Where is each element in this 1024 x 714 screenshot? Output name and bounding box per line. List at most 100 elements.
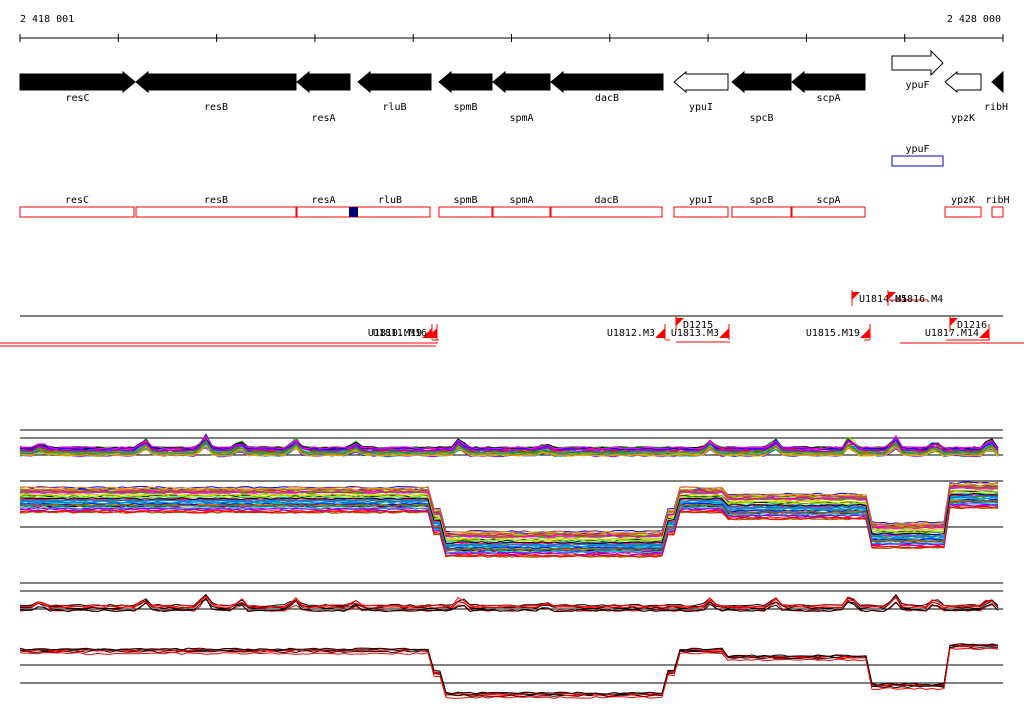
- transcript-marker[interactable]: [888, 292, 896, 300]
- annotation-label-scpA: scpA: [816, 195, 840, 206]
- profile-line: [19, 434, 999, 450]
- transcript-marker[interactable]: [979, 328, 989, 338]
- annotation-box-rluB[interactable]: [349, 206, 431, 218]
- annotation-box-spmA[interactable]: [492, 206, 551, 218]
- transcript-label: U1811.M16: [373, 328, 427, 339]
- gene-label-rluB: rluB: [382, 102, 406, 113]
- gene-label-ypzK: ypzK: [951, 113, 975, 124]
- profile-line: [19, 505, 999, 558]
- gene-arrow-ribH[interactable]: [991, 70, 1004, 94]
- gene-arrow-resC[interactable]: [19, 70, 136, 94]
- profile-line: [19, 491, 999, 543]
- annotation-label-ypuI: ypuI: [689, 195, 713, 206]
- annotation-box-ypuI[interactable]: [673, 206, 729, 218]
- annotation-label-ribH: ribH: [985, 195, 1009, 206]
- annotation-box-ribH[interactable]: [991, 206, 1004, 218]
- profile-line: [19, 499, 999, 551]
- gene-label-resC: resC: [65, 93, 89, 104]
- annotation-label-resB: resB: [204, 195, 228, 206]
- transcript-label: U1814.M5: [859, 294, 907, 305]
- gene-arrow-ypuF[interactable]: [891, 49, 944, 77]
- gene-arrow-rluB[interactable]: [357, 70, 432, 94]
- start-coordinate: 2 418 001: [20, 14, 74, 25]
- annotation-label-resA: resA: [311, 195, 335, 206]
- profile-line: [19, 485, 999, 537]
- gene-arrow-spmA[interactable]: [492, 70, 551, 94]
- transcript-marker[interactable]: [676, 318, 684, 326]
- transcript-marker[interactable]: [860, 328, 870, 338]
- transcript-marker[interactable]: [427, 328, 437, 338]
- gene-arrow-ypzK[interactable]: [944, 70, 982, 94]
- annotation-box-ypzK[interactable]: [944, 206, 982, 218]
- profile-line: [20, 595, 999, 609]
- gene-label-scpA: scpA: [816, 93, 840, 104]
- transcript-label: U1817.M14: [925, 328, 979, 339]
- profile-line: [19, 484, 999, 536]
- annotation-box-scpA[interactable]: [791, 206, 866, 218]
- gene-arrow-ypuI[interactable]: [673, 70, 729, 94]
- annotation-marker: [349, 207, 358, 217]
- annotation-label-resC: resC: [65, 195, 89, 206]
- profile-line: [19, 595, 999, 608]
- gene-label-spmA: spmA: [509, 113, 533, 124]
- gene-arrow-resB[interactable]: [135, 70, 297, 94]
- annotation-label-spmB: spmB: [453, 195, 477, 206]
- profile-line: [19, 489, 999, 541]
- annotation-box-dacB[interactable]: [550, 206, 663, 218]
- profile-line: [19, 482, 999, 534]
- gene-arrow-resA[interactable]: [296, 70, 351, 94]
- gene-arrow-scpA[interactable]: [791, 70, 866, 94]
- end-coordinate: 2 428 000: [947, 14, 1001, 25]
- gene-arrow-dacB[interactable]: [550, 70, 664, 94]
- profile-line: [20, 506, 999, 558]
- transcript-label: U1815.M19: [806, 328, 860, 339]
- transcript-label: D1215: [683, 320, 713, 331]
- gene-label-ypuF: ypuF: [905, 80, 929, 91]
- gene-label-dacB: dacB: [595, 93, 619, 104]
- transcript-marker[interactable]: [719, 328, 729, 338]
- profile-line: [19, 439, 999, 452]
- annotation-box-resA[interactable]: [296, 206, 351, 218]
- gene-arrow-spmB[interactable]: [438, 70, 493, 94]
- profile-line: [19, 492, 999, 545]
- feature-box-ypuF[interactable]: [891, 155, 944, 167]
- feature-label-ypuF: ypuF: [905, 144, 929, 155]
- transcript-label: D1216: [957, 320, 987, 331]
- transcript-marker[interactable]: [950, 318, 958, 326]
- profile-line: [19, 646, 998, 698]
- gene-label-ypuI: ypuI: [689, 102, 713, 113]
- transcript-label: U1812.M3: [607, 328, 655, 339]
- gene-label-spmB: spmB: [453, 102, 477, 113]
- profile-line: [19, 500, 999, 552]
- annotation-box-resB[interactable]: [135, 206, 297, 218]
- annotation-box-resC[interactable]: [19, 206, 135, 218]
- annotation-label-ypzK: ypzK: [951, 195, 975, 206]
- annotation-box-track: resC resB resA rluB spmB spmA dacB ypuI spcB scpA…: [19, 195, 1010, 218]
- transcript-label: U1816.M4: [895, 294, 943, 305]
- transcript-marker[interactable]: [852, 292, 860, 300]
- annotation-box-spmB[interactable]: [438, 206, 493, 218]
- profile-line: [19, 439, 999, 455]
- annotation-box-spcB[interactable]: [731, 206, 792, 218]
- gene-arrow-spcB[interactable]: [731, 70, 792, 94]
- transcript-label: U1810.M19: [368, 328, 422, 339]
- annotation-label-spcB: spcB: [749, 195, 773, 206]
- gene-label-ribH: ribH: [984, 102, 1008, 113]
- transcript-label: U1813.M3: [671, 328, 719, 339]
- profile-line: [19, 502, 999, 554]
- gene-track: resC resB resA rluB spmB spmA dacB ypuI spcB scpA…: [19, 49, 1008, 124]
- gene-label-resA: resA: [311, 113, 335, 124]
- profile-line: [19, 440, 999, 457]
- annotation-label-spmA: spmA: [509, 195, 533, 206]
- transcript-marker[interactable]: [655, 328, 665, 338]
- profile-line: [19, 494, 999, 546]
- coordinate-ruler: 2 418 001 2 428 000: [19, 14, 1004, 42]
- profile-line: [19, 496, 999, 549]
- profile-line: [19, 644, 999, 696]
- annotation-label-dacB: dacB: [594, 195, 618, 206]
- profile-line: [19, 503, 999, 556]
- profile-line: [19, 643, 999, 695]
- profile-line: [19, 597, 999, 613]
